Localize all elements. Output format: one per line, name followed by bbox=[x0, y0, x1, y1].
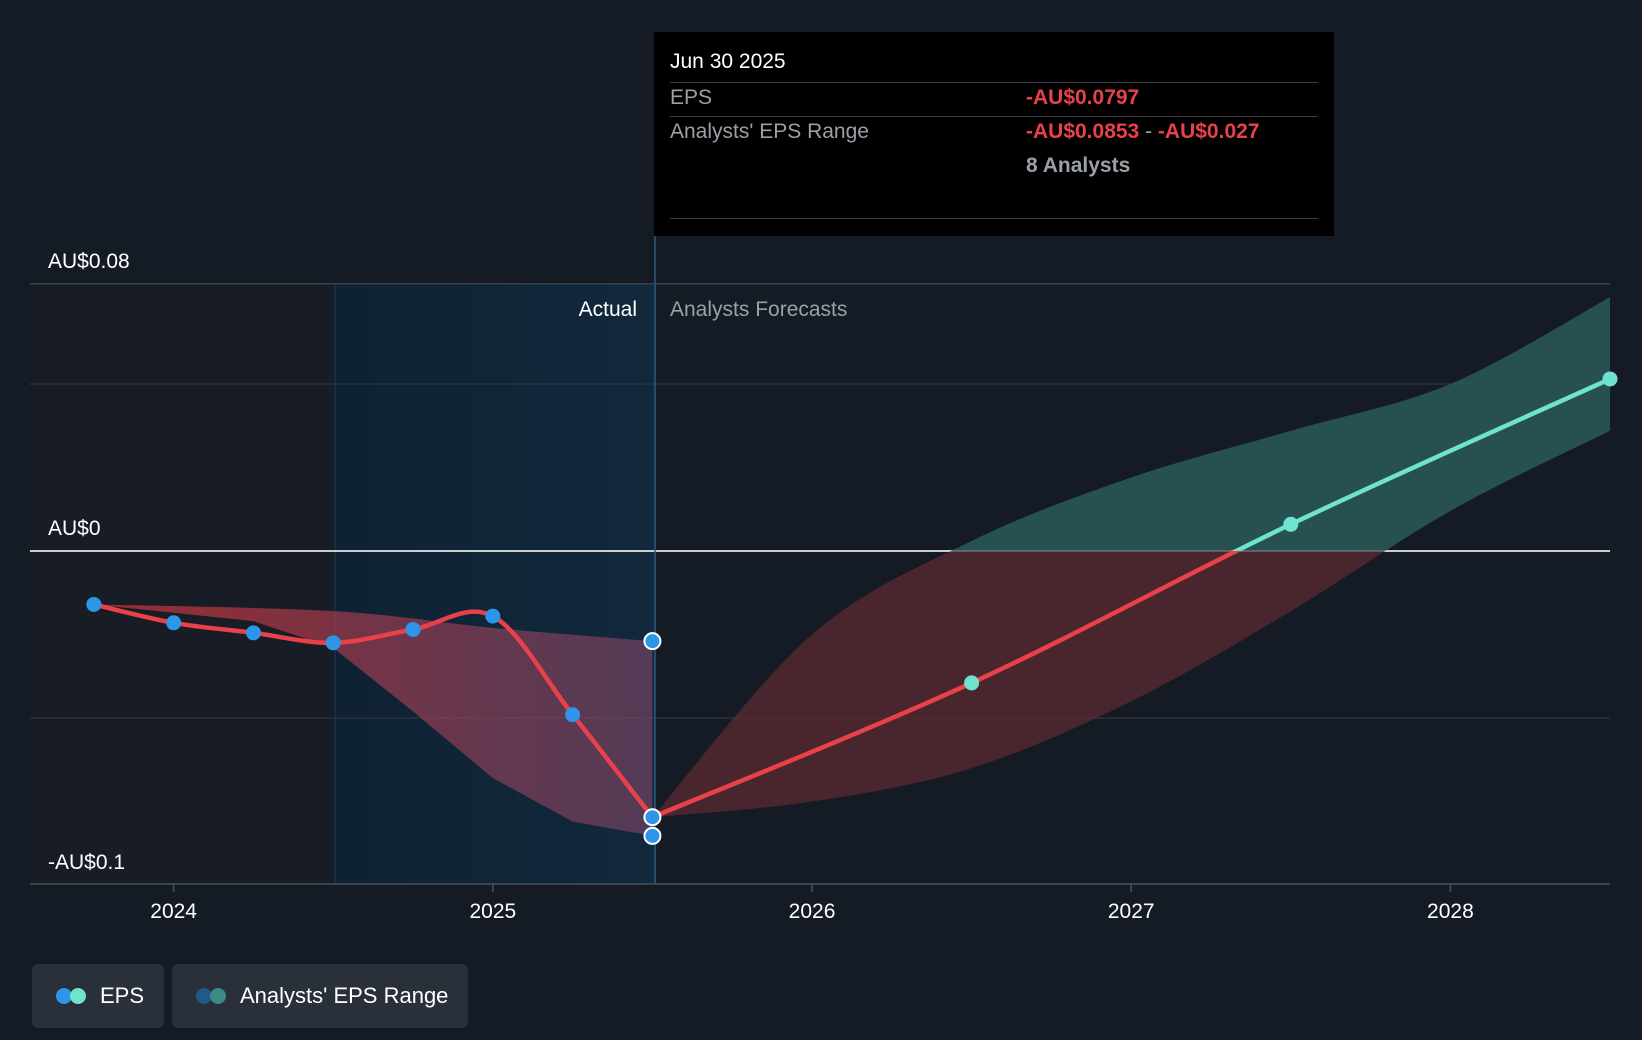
tooltip-range-high: -AU$0.027 bbox=[1157, 120, 1260, 143]
y-tick-label: AU$0.08 bbox=[48, 250, 130, 273]
legend-eps[interactable]: EPS bbox=[32, 964, 164, 1028]
tooltip-eps-label: EPS bbox=[670, 86, 713, 109]
actual-eps-point[interactable] bbox=[485, 608, 501, 624]
tooltip-date: Jun 30 2025 bbox=[670, 50, 786, 73]
tooltip-range-label: Analysts' EPS Range bbox=[670, 120, 869, 143]
legend-eps-label: EPS bbox=[100, 983, 145, 1008]
tooltip-divider bbox=[670, 82, 1318, 83]
tooltip-divider bbox=[670, 218, 1318, 219]
tooltip-range-low: -AU$0.0853 bbox=[1026, 120, 1140, 143]
forecast-eps-point[interactable] bbox=[1283, 516, 1299, 532]
actual-eps-point[interactable] bbox=[166, 615, 182, 631]
forecast-range-band-negative bbox=[652, 551, 1386, 818]
tooltip-range-value: -AU$0.0853 - -AU$0.027 bbox=[1026, 120, 1259, 144]
eps-legend-icon bbox=[56, 988, 90, 1004]
tooltip-divider bbox=[670, 116, 1318, 117]
forecast-range-band-positive bbox=[950, 297, 1610, 551]
tooltip-eps-value: -AU$0.0797 bbox=[1026, 86, 1140, 109]
actual-eps-point[interactable] bbox=[86, 596, 102, 612]
actual-eps-range-band bbox=[93, 604, 653, 836]
range-bands bbox=[93, 297, 1610, 836]
axes: AU$0.08 AU$0 -AU$0.1 2024 2025 2026 2027 2028 bbox=[48, 250, 1474, 923]
forecast-eps-point[interactable] bbox=[1602, 371, 1618, 387]
actual-label: Actual bbox=[579, 298, 637, 321]
x-tick-label: 2028 bbox=[1427, 900, 1474, 923]
tooltip-range-sep: - bbox=[1145, 120, 1153, 143]
x-tick-label: 2027 bbox=[1108, 900, 1155, 923]
forecast-eps-point[interactable] bbox=[964, 675, 980, 691]
x-tick-label: 2026 bbox=[789, 900, 836, 923]
actual-eps-point[interactable] bbox=[565, 707, 581, 723]
forecast-eps-line-positive bbox=[1231, 376, 1610, 551]
forecast-label: Analysts Forecasts bbox=[670, 298, 847, 321]
eps-points bbox=[86, 371, 1618, 845]
x-tick-label: 2025 bbox=[469, 900, 516, 923]
y-tick-label: -AU$0.1 bbox=[48, 851, 125, 874]
range-endpoint[interactable] bbox=[643, 632, 662, 651]
past-background bbox=[32, 284, 335, 884]
y-tick-label: AU$0 bbox=[48, 517, 101, 540]
eps-range-legend-icon bbox=[196, 988, 230, 1004]
range-endpoint[interactable] bbox=[643, 826, 662, 845]
actual-eps-point[interactable] bbox=[325, 635, 341, 651]
actual-eps-point[interactable] bbox=[405, 621, 421, 637]
legend-range-label: Analysts' EPS Range bbox=[240, 983, 449, 1008]
tooltip-analysts: 8 Analysts bbox=[1026, 154, 1131, 177]
eps-tooltip: Jun 30 2025 EPS -AU$0.0797 Analysts' EPS… bbox=[654, 32, 1334, 236]
x-tick-label: 2024 bbox=[150, 900, 197, 923]
actual-eps-point[interactable] bbox=[245, 625, 261, 641]
legend-eps-range[interactable]: Analysts' EPS Range bbox=[172, 964, 468, 1028]
forecast-eps-line-negative bbox=[651, 551, 1242, 820]
actual-eps-point[interactable] bbox=[643, 808, 662, 827]
